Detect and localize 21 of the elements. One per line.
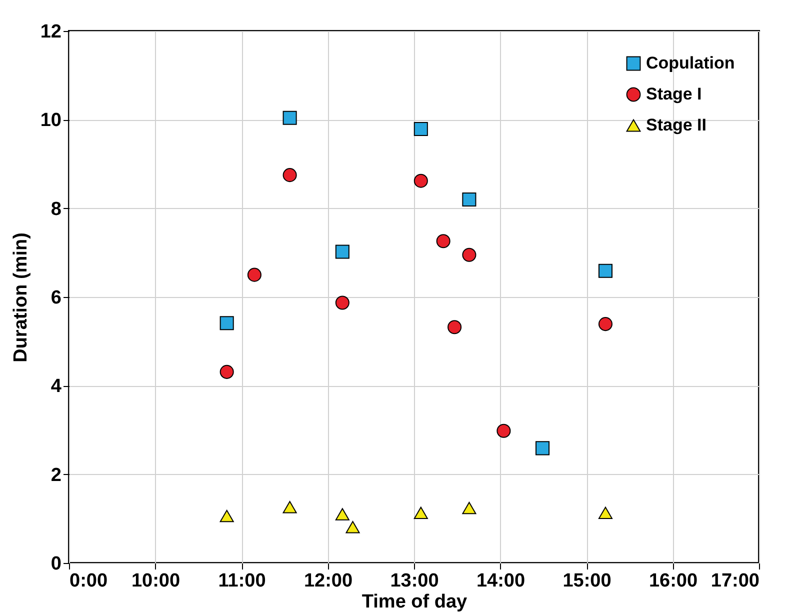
x-axis-title: Time of day (362, 592, 468, 612)
x-tick-label: 16:00 (648, 570, 698, 592)
y-tick-label: 8 (50, 198, 62, 220)
y-tick-label: 6 (50, 288, 62, 308)
x-tick-label: 17:00 (710, 570, 760, 592)
legend-label: Copulation (646, 54, 735, 72)
y-tick-label: 12 (40, 22, 62, 42)
legend-label: Stage I (646, 84, 702, 104)
x-tick-label: 12:00 (304, 570, 353, 592)
x-tick-label: 13:00 (390, 570, 439, 592)
y-tick-label: 2 (50, 464, 62, 486)
x-tick-label: 14:00 (476, 570, 526, 592)
y-tick-label: 4 (50, 376, 62, 398)
y-axis-title: Duration (min) (10, 232, 32, 362)
x-tick-label: 15:00 (562, 570, 612, 592)
x-tick-label: 11:00 (218, 570, 266, 592)
x-tick-label: 10:00 (131, 570, 180, 592)
x-tick-label: 0:00 (70, 570, 108, 592)
y-tick-label: 10 (40, 110, 62, 132)
legend-label: Stage II (646, 116, 706, 134)
y-tick-label: 0 (50, 554, 62, 574)
